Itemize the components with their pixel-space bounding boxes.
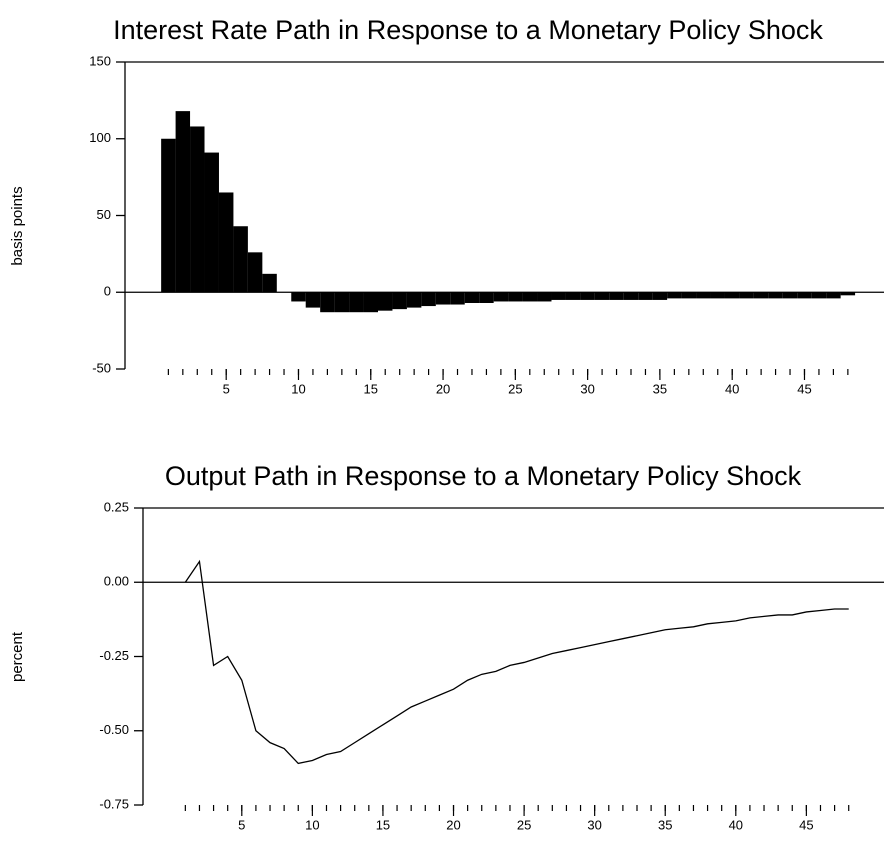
bar xyxy=(623,292,639,300)
bar xyxy=(218,192,234,293)
bar xyxy=(247,252,263,293)
x-tick-label: 5 xyxy=(223,381,230,396)
x-tick-label: 30 xyxy=(580,381,594,396)
x-tick-label: 10 xyxy=(291,381,305,396)
bar xyxy=(753,292,769,299)
x-tick-label: 15 xyxy=(364,381,378,396)
x-tick-label: 10 xyxy=(305,817,319,832)
bar xyxy=(378,292,393,311)
bar xyxy=(349,292,364,313)
bar xyxy=(233,226,248,293)
bar xyxy=(161,138,176,293)
bar xyxy=(667,292,682,299)
bar xyxy=(594,292,610,300)
bar xyxy=(392,292,407,310)
x-tick-label: 35 xyxy=(658,817,672,832)
x-tick-label: 20 xyxy=(436,381,450,396)
bar xyxy=(479,292,494,303)
bar xyxy=(508,292,523,302)
y-tick-label: 0 xyxy=(104,284,111,299)
x-tick-label: 45 xyxy=(799,817,813,832)
bar xyxy=(551,292,566,300)
bar xyxy=(826,292,841,299)
bar xyxy=(450,292,465,305)
bar xyxy=(811,292,827,299)
y-tick-label: -0.25 xyxy=(99,648,129,663)
x-tick-label: 40 xyxy=(725,381,739,396)
chart-title: Interest Rate Path in Response to a Mone… xyxy=(113,15,823,45)
bar xyxy=(840,292,856,296)
chart-title: Output Path in Response to a Monetary Po… xyxy=(165,461,802,491)
bar xyxy=(305,292,321,308)
bar xyxy=(696,292,711,299)
bar xyxy=(724,292,740,299)
x-tick-label: 35 xyxy=(653,381,667,396)
x-tick-label: 5 xyxy=(238,817,245,832)
bar xyxy=(291,292,306,302)
y-axis-label: basis points xyxy=(9,186,26,265)
bar xyxy=(190,126,205,293)
x-tick-label: 30 xyxy=(587,817,601,832)
x-tick-label: 20 xyxy=(446,817,460,832)
bar xyxy=(204,152,219,293)
bar xyxy=(435,292,451,305)
y-tick-label: 0.00 xyxy=(104,574,129,589)
x-tick-label: 45 xyxy=(797,381,811,396)
bar xyxy=(522,292,538,302)
bar xyxy=(493,292,509,302)
bar xyxy=(565,292,581,300)
x-tick-label: 25 xyxy=(517,817,531,832)
bar xyxy=(363,292,378,313)
y-tick-label: 50 xyxy=(97,207,111,222)
y-tick-label: 0.25 xyxy=(104,499,129,514)
x-tick-label: 25 xyxy=(508,381,522,396)
bar xyxy=(652,292,668,300)
y-tick-label: -0.50 xyxy=(99,722,129,737)
x-tick-label: 40 xyxy=(729,817,743,832)
bar xyxy=(739,292,754,299)
y-axis-label: percent xyxy=(9,631,26,682)
bar xyxy=(638,292,653,300)
bar xyxy=(609,292,624,300)
x-tick-label: 15 xyxy=(376,817,390,832)
bar xyxy=(262,273,277,293)
bar xyxy=(710,292,725,299)
y-tick-label: -50 xyxy=(92,360,111,375)
y-tick-label: -0.75 xyxy=(99,796,129,811)
bar xyxy=(421,292,436,307)
bar xyxy=(334,292,350,313)
bar xyxy=(320,292,335,313)
y-tick-label: 150 xyxy=(89,53,111,68)
bar xyxy=(175,111,191,293)
y-tick-label: 100 xyxy=(89,130,111,145)
bar xyxy=(797,292,812,299)
bar xyxy=(464,292,480,303)
line xyxy=(184,559,849,765)
bar xyxy=(580,292,595,300)
bar xyxy=(537,292,552,302)
bar xyxy=(681,292,697,299)
bar xyxy=(406,292,422,308)
bar xyxy=(782,292,798,299)
bar xyxy=(768,292,783,299)
